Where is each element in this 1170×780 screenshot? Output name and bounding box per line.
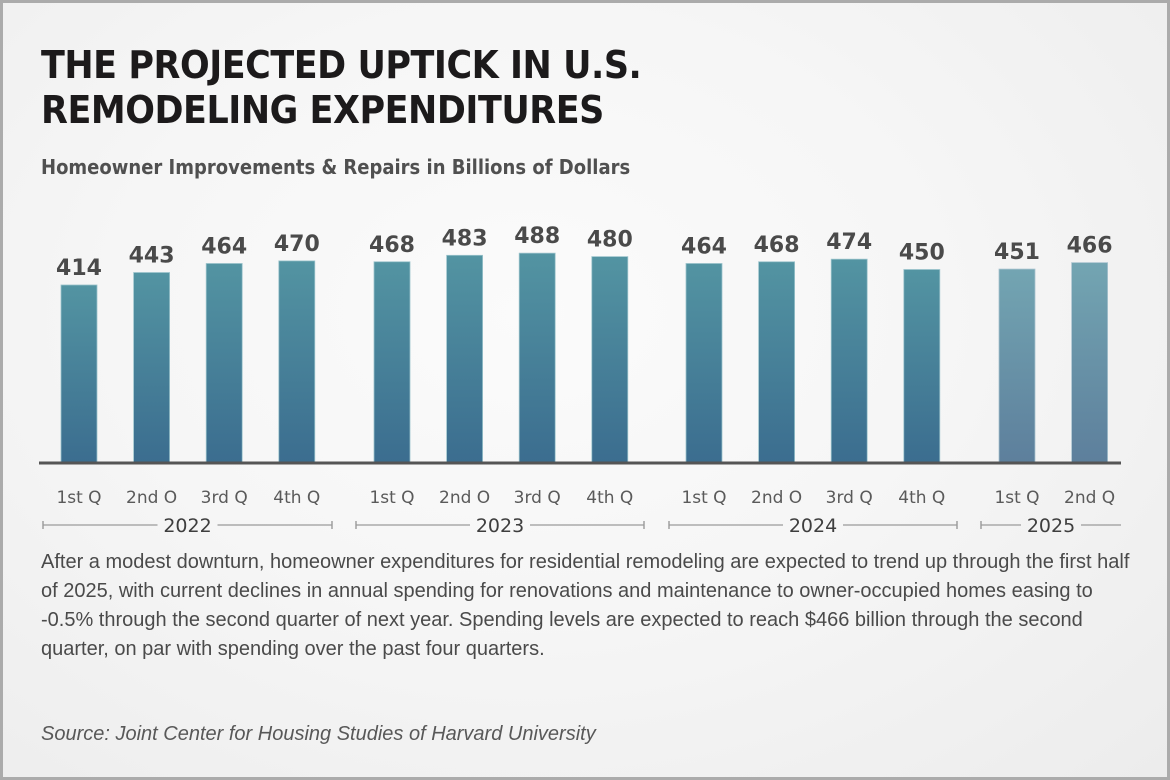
- bar-2022-q3: [205, 263, 243, 464]
- bar-2024-q1: [685, 263, 723, 464]
- x-tick-label: 2nd O: [751, 488, 802, 508]
- x-tick-label: 2nd O: [126, 488, 177, 508]
- data-label: 483: [442, 226, 488, 251]
- bar-2022-q4: [278, 260, 316, 464]
- x-tick-label: 3rd Q: [826, 488, 873, 508]
- title-line-2: REMODELING EXPENDITURES: [41, 88, 604, 132]
- x-tick-label: 3rd Q: [514, 488, 561, 508]
- data-label: 414: [56, 256, 102, 281]
- chart-subtitle: Homeowner Improvements & Repairs in Bill…: [41, 155, 631, 179]
- bar-2025-q1: [998, 268, 1036, 464]
- data-label: 474: [826, 230, 872, 255]
- tick-labels-layer: 1st Q 2nd O 3rd Q 4th Q 1st Q 2nd O 3rd Q 4th Q…: [56, 488, 1115, 508]
- source-note: Source: Joint Center for Housing Studies…: [41, 723, 596, 745]
- year-label: 2024: [789, 515, 837, 537]
- x-tick-label: 3rd Q: [201, 488, 248, 508]
- title-line-1: THE PROJECTED UPTICK IN U.S.: [41, 43, 642, 87]
- bar-2023-q1: [373, 261, 411, 464]
- data-label: 488: [514, 224, 560, 249]
- bar-2024-q2: [758, 261, 795, 464]
- year-label: 2023: [476, 515, 524, 537]
- bar-2022-q2: [133, 272, 171, 464]
- bars-layer: 414 443 464 470 468 483 488 480 464 468 474 450 451 4…: [56, 224, 1113, 464]
- bar-2023-q3: [518, 252, 556, 464]
- x-tick-label: 1st Q: [56, 488, 101, 508]
- data-label: 468: [754, 233, 800, 258]
- data-label: 464: [681, 234, 727, 259]
- year-label: 2025: [1027, 515, 1075, 537]
- data-label: 464: [201, 234, 247, 259]
- x-tick-label: 4th Q: [586, 488, 633, 508]
- bar-2025-q2: [1071, 262, 1108, 464]
- data-label: 470: [274, 232, 320, 257]
- data-label: 466: [1067, 234, 1113, 259]
- data-label: 443: [129, 244, 175, 269]
- year-label: 2022: [163, 515, 211, 537]
- bar-2022-q1: [60, 284, 98, 464]
- data-label: 450: [899, 241, 945, 266]
- bar-2024-q4: [903, 269, 941, 464]
- year-brackets-layer: 2022 2023 2024 2025: [42, 515, 1121, 537]
- bar-2023-q4: [591, 256, 629, 464]
- x-tick-label: 4th Q: [898, 488, 945, 508]
- data-label: 451: [994, 240, 1040, 265]
- data-label: 468: [369, 233, 415, 258]
- x-tick-label: 1st Q: [369, 488, 414, 508]
- chart-title: THE PROJECTED UPTICK IN U.S. REMODELING …: [41, 43, 642, 133]
- data-label: 480: [587, 228, 633, 253]
- x-tick-label: 2nd O: [439, 488, 490, 508]
- bar-chart: 414 443 464 470 468 483 488 480 464 468 474 450 451 4…: [39, 224, 1121, 537]
- x-tick-label: 2nd Q: [1064, 488, 1115, 508]
- bar-2023-q2: [446, 254, 484, 464]
- x-tick-label: 4th Q: [273, 488, 320, 508]
- chart-caption: After a modest downturn, homeowner expen…: [41, 551, 1130, 660]
- x-tick-label: 1st Q: [681, 488, 726, 508]
- x-tick-label: 1st Q: [994, 488, 1039, 508]
- bar-2024-q3: [830, 258, 868, 464]
